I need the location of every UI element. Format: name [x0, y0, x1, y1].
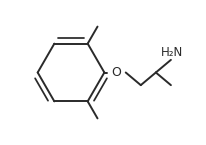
- Text: H₂N: H₂N: [160, 46, 182, 59]
- Text: O: O: [111, 66, 121, 79]
